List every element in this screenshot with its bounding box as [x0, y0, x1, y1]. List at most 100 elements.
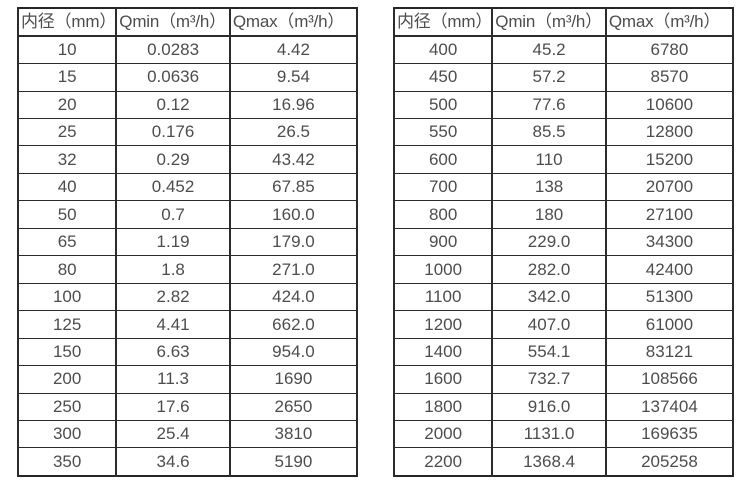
- data-cell: 4.42: [228, 35, 359, 65]
- table-row: 125 4.41 662.0: [16, 310, 359, 339]
- data-cell: 25.4: [115, 419, 231, 449]
- flow-spec-table-small-diameters: 内径（mm） Qmin（m³/h） Qmax（m³/h） 10 0.0283 4.42 15…: [16, 7, 359, 477]
- table-row: 1100 342.0 51300: [392, 282, 735, 312]
- data-cell: 6.63: [115, 337, 231, 367]
- data-cell: 50: [16, 200, 118, 229]
- data-cell: 32: [16, 145, 118, 174]
- data-cell: 2.82: [115, 282, 231, 312]
- data-cell: 67.85: [228, 172, 359, 202]
- data-cell: 160.0: [228, 200, 359, 229]
- data-cell: 550: [392, 117, 494, 147]
- header-row: 内径（mm） Qmin（m³/h） Qmax（m³/h）: [392, 7, 735, 37]
- data-cell: 424.0: [228, 282, 359, 312]
- data-cell: 5190: [228, 447, 359, 477]
- data-cell: 800: [392, 200, 494, 229]
- table-row: 20 0.12 16.96: [16, 90, 359, 119]
- data-cell: 1690: [228, 365, 359, 394]
- data-cell: 17.6: [115, 392, 231, 421]
- header-cell: 内径（mm）: [16, 7, 118, 37]
- data-cell: 1800: [392, 392, 494, 421]
- data-cell: 125: [16, 310, 118, 339]
- data-cell: 662.0: [228, 310, 359, 339]
- data-cell: 250: [16, 392, 118, 421]
- data-cell: 45.2: [491, 35, 607, 65]
- data-cell: 700: [392, 172, 494, 202]
- data-cell: 2000: [392, 419, 494, 449]
- table-row: 1200 407.0 61000: [392, 310, 735, 339]
- data-cell: 57.2: [491, 63, 607, 92]
- data-cell: 15: [16, 63, 118, 92]
- data-cell: 85.5: [491, 117, 607, 147]
- data-cell: 138: [491, 172, 607, 202]
- data-cell: 169635: [604, 419, 735, 449]
- table-row: 600 110 15200: [392, 145, 735, 174]
- data-cell: 6780: [604, 35, 735, 65]
- data-cell: 43.42: [228, 145, 359, 174]
- table-row: 400 45.2 6780: [392, 35, 735, 65]
- data-cell: 4.41: [115, 310, 231, 339]
- data-cell: 0.0283: [115, 35, 231, 65]
- data-cell: 271.0: [228, 255, 359, 284]
- table-row: 500 77.6 10600: [392, 90, 735, 119]
- header-row: 内径（mm） Qmin（m³/h） Qmax（m³/h）: [16, 7, 359, 37]
- table-row: 700 138 20700: [392, 172, 735, 202]
- data-cell: 10600: [604, 90, 735, 119]
- data-cell: 83121: [604, 337, 735, 367]
- data-cell: 1200: [392, 310, 494, 339]
- data-cell: 3810: [228, 419, 359, 449]
- data-cell: 61000: [604, 310, 735, 339]
- table-row: 10 0.0283 4.42: [16, 35, 359, 65]
- data-cell: 179.0: [228, 227, 359, 257]
- data-cell: 2200: [392, 447, 494, 477]
- data-cell: 205258: [604, 447, 735, 477]
- data-cell: 450: [392, 63, 494, 92]
- table-row: 150 6.63 954.0: [16, 337, 359, 367]
- data-cell: 342.0: [491, 282, 607, 312]
- table-row: 800 180 27100: [392, 200, 735, 229]
- data-cell: 1.19: [115, 227, 231, 257]
- data-cell: 229.0: [491, 227, 607, 257]
- data-cell: 180: [491, 200, 607, 229]
- data-cell: 1131.0: [491, 419, 607, 449]
- data-cell: 110: [491, 145, 607, 174]
- data-cell: 0.0636: [115, 63, 231, 92]
- data-cell: 150: [16, 337, 118, 367]
- data-cell: 20: [16, 90, 118, 119]
- header-cell: Qmin（m³/h）: [491, 7, 607, 37]
- data-cell: 554.1: [491, 337, 607, 367]
- flow-spec-table-large-diameters: 内径（mm） Qmin（m³/h） Qmax（m³/h） 400 45.2 6780 450…: [392, 7, 735, 477]
- header-cell: 内径（mm）: [392, 7, 494, 37]
- table-row: 25 0.176 26.5: [16, 117, 359, 147]
- header-cell: Qmin（m³/h）: [115, 7, 231, 37]
- data-cell: 2650: [228, 392, 359, 421]
- data-cell: 350: [16, 447, 118, 477]
- data-cell: 34300: [604, 227, 735, 257]
- data-cell: 65: [16, 227, 118, 257]
- data-cell: 407.0: [491, 310, 607, 339]
- data-cell: 11.3: [115, 365, 231, 394]
- table-row: 80 1.8 271.0: [16, 255, 359, 284]
- data-cell: 1600: [392, 365, 494, 394]
- table-row: 200 11.3 1690: [16, 365, 359, 394]
- data-cell: 12800: [604, 117, 735, 147]
- table-row: 550 85.5 12800: [392, 117, 735, 147]
- table-row: 250 17.6 2650: [16, 392, 359, 421]
- table-row: 450 57.2 8570: [392, 63, 735, 92]
- data-cell: 40: [16, 172, 118, 202]
- table-row: 2000 1131.0 169635: [392, 419, 735, 449]
- data-cell: 200: [16, 365, 118, 394]
- table-row: 32 0.29 43.42: [16, 145, 359, 174]
- data-cell: 0.452: [115, 172, 231, 202]
- data-cell: 15200: [604, 145, 735, 174]
- header-cell: Qmax（m³/h）: [228, 7, 359, 37]
- data-cell: 51300: [604, 282, 735, 312]
- data-cell: 300: [16, 419, 118, 449]
- data-cell: 16.96: [228, 90, 359, 119]
- data-cell: 732.7: [491, 365, 607, 394]
- data-cell: 600: [392, 145, 494, 174]
- data-cell: 1000: [392, 255, 494, 284]
- data-cell: 0.29: [115, 145, 231, 174]
- table-row: 15 0.0636 9.54: [16, 63, 359, 92]
- data-cell: 1.8: [115, 255, 231, 284]
- data-cell: 27100: [604, 200, 735, 229]
